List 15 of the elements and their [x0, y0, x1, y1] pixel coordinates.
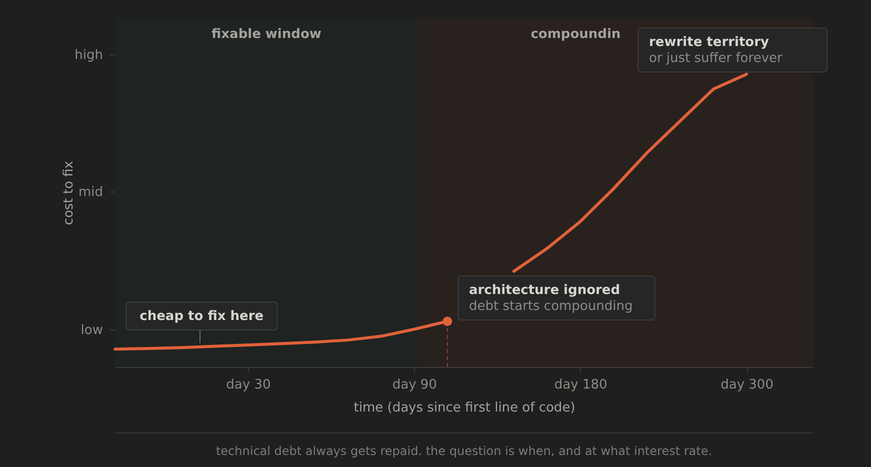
text: high — [74, 48, 103, 63]
x-tick-label: day 30 — [226, 378, 271, 392]
x-tick-label: day 300 — [720, 378, 774, 392]
text: compoundin — [530, 27, 621, 42]
x-axis-title: time (days since first line of code) — [354, 400, 576, 416]
x-tick-label: day 90 — [392, 378, 437, 392]
y-axis-title: cost to fix — [62, 160, 76, 226]
text: technical debt always gets repaid. the question is when, and at what interest rate. — [216, 444, 712, 458]
text: fixable window — [212, 27, 322, 42]
text: mid — [78, 185, 103, 200]
annotation: architecture ignored debt starts compounding — [469, 283, 633, 314]
annotation: cheap to fix here — [140, 309, 264, 324]
text: low — [80, 323, 104, 338]
x-tick-label: day 180 — [554, 378, 608, 392]
text: rewrite territory or just suffer forever — [649, 35, 784, 66]
